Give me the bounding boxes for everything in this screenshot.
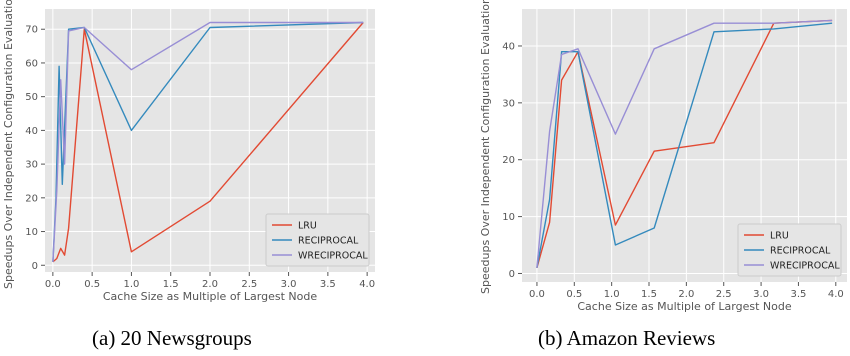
chart-panel-b: 0.0 0.5 1.0 1.5 2.0 2.5 3.0 3.5 4.0 0 10 20 30 40 Cach…: [425, 0, 850, 318]
legend-label-wreciprocal: WRECIPROCAL: [298, 251, 368, 262]
x-tick-label: 4.0: [359, 279, 375, 290]
x-tick-label: 1.0: [123, 279, 139, 290]
x-tick-label: 2.5: [241, 279, 257, 290]
y-axis-label: Speedups Over Independent Configuration …: [2, 0, 15, 289]
legend-label-lru: LRU: [298, 221, 317, 232]
series-line-lru: [536, 19, 833, 268]
y-tick-label: 10: [502, 212, 515, 223]
y-tick-label: 40: [25, 126, 38, 137]
caption-a: (a) 20 Newsgroups: [92, 326, 252, 350]
x-tick-label: 0.0: [529, 289, 545, 300]
x-axis-label: Cache Size as Multiple of Largest Node: [103, 290, 317, 303]
legend-label-lru: LRU: [770, 231, 789, 242]
series-line-wreciprocal: [536, 19, 833, 268]
x-axis-label: Cache Size as Multiple of Largest Node: [577, 300, 791, 313]
series-line-wreciprocal: [52, 21, 364, 262]
y-axis-label: Speedups Over Independent Configuration …: [479, 0, 492, 294]
series-line-reciprocal: [52, 21, 364, 262]
y-tick-label: 20: [25, 193, 38, 204]
x-tick-label: 3.5: [790, 289, 806, 300]
y-tick-label: 30: [502, 98, 515, 109]
y-tick-label: 0: [509, 269, 515, 280]
legend-box: [265, 213, 370, 267]
x-tick-label: 1.5: [163, 279, 179, 290]
y-tick-label: 30: [25, 160, 38, 171]
x-tick-label: 3.0: [281, 279, 297, 290]
x-tick-label: 2.0: [202, 279, 218, 290]
y-tick-label: 50: [25, 92, 38, 103]
y-tick-label: 0: [32, 261, 38, 272]
chart-svg-b: 0.0 0.5 1.0 1.5 2.0 2.5 3.0 3.5 4.0 0 10 20 30 40 Cach…: [479, 0, 847, 313]
x-tick-label: 4.0: [828, 289, 844, 300]
x-tick-label: 0.0: [45, 279, 61, 290]
series-line-lru: [52, 22, 364, 263]
legend-box: [737, 223, 842, 277]
legend-label-wreciprocal: WRECIPROCAL: [770, 261, 840, 272]
y-tick-label: 20: [502, 155, 515, 166]
x-tick-label: 1.0: [604, 289, 620, 300]
x-tick-label: 0.5: [566, 289, 582, 300]
series-line-reciprocal: [536, 22, 833, 268]
legend-label-reciprocal: RECIPROCAL: [770, 246, 831, 257]
x-tick-label: 2.0: [678, 289, 694, 300]
x-tick-label: 3.5: [320, 279, 336, 290]
x-tick-label: 2.5: [716, 289, 732, 300]
chart-svg-a: 0.0 0.5 1.0 1.5 2.0 2.5 3.0 3.5 4.0 0 10 20 30 40 50 60…: [2, 0, 375, 303]
legend-label-reciprocal: RECIPROCAL: [298, 236, 359, 247]
y-tick-label: 70: [25, 25, 38, 36]
x-tick-label: 1.5: [641, 289, 657, 300]
x-tick-label: 0.5: [84, 279, 100, 290]
caption-b: (b) Amazon Reviews: [538, 326, 716, 350]
y-tick-label: 60: [25, 58, 38, 69]
y-tick-label: 40: [502, 41, 515, 52]
x-tick-label: 3.0: [753, 289, 769, 300]
y-tick-label: 10: [25, 227, 38, 238]
chart-panel-a: 0.0 0.5 1.0 1.5 2.0 2.5 3.0 3.5 4.0 0 10 20 30 40 50 60…: [0, 0, 425, 318]
